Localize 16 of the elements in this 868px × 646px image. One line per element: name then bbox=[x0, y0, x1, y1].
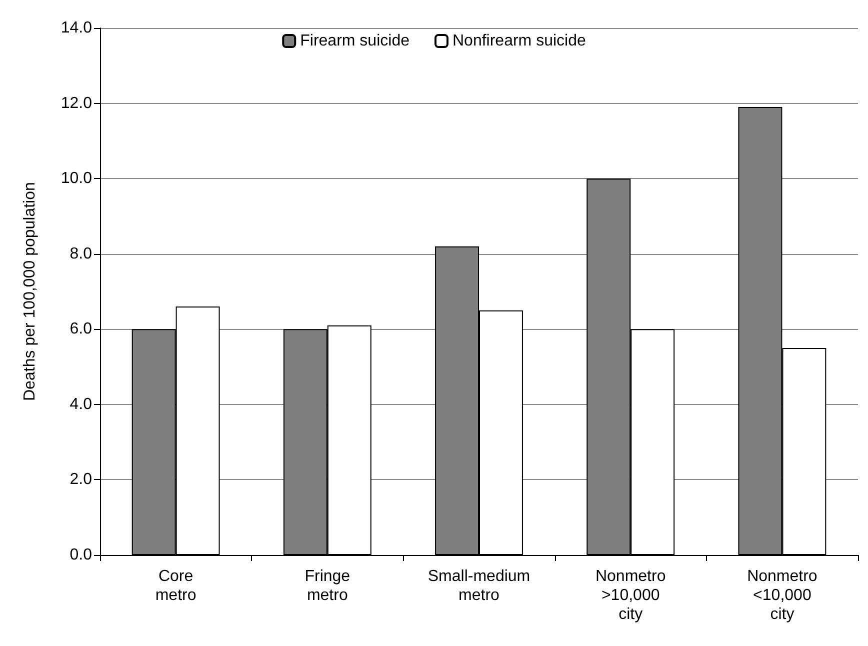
x-tick-label: Core metro bbox=[155, 568, 196, 604]
y-tick-label: 6.0 bbox=[70, 320, 92, 338]
y-tick-label: 14.0 bbox=[60, 20, 92, 36]
y-axis-title: Deaths per 100,000 population bbox=[22, 182, 38, 401]
y-tick-label: 8.0 bbox=[70, 245, 92, 262]
y-tick-label: 4.0 bbox=[70, 396, 92, 413]
y-tick-label: 0.0 bbox=[70, 546, 92, 564]
x-tick-label: Small-medium metro bbox=[428, 568, 530, 604]
y-tick-label: 10.0 bbox=[60, 170, 92, 188]
y-tick-label: 2.0 bbox=[70, 471, 92, 488]
x-tick-label: Nonmetro <10,000 city bbox=[747, 568, 818, 623]
x-tick-label: Nonmetro >10,000 city bbox=[595, 568, 666, 623]
x-tick-label: Fringe metro bbox=[304, 568, 350, 604]
legend-label: Nonfirearm suicide bbox=[452, 32, 586, 50]
legend-label: Firearm suicide bbox=[300, 32, 410, 50]
y-tick-label: 12.0 bbox=[60, 94, 92, 112]
